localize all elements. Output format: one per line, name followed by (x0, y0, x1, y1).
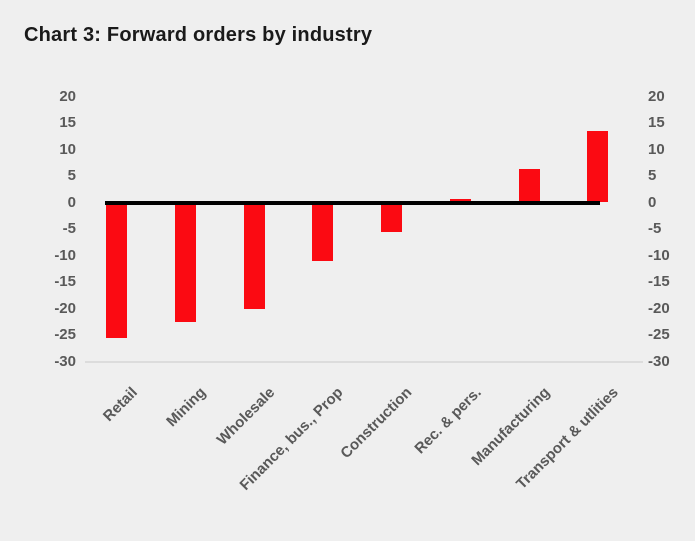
bar-wholesale (243, 202, 265, 309)
x-category-label-rec-pers: Rec. & pers. (410, 384, 485, 458)
x-category-label-construction: Construction (337, 384, 416, 463)
bar-finance-bus-prop (312, 202, 334, 261)
x-axis-baseline (85, 360, 643, 363)
zero-line (105, 200, 600, 205)
y-tick-label-left: -10 (54, 246, 76, 264)
bar-retail (106, 202, 127, 338)
x-category-label-retail: Retail (99, 384, 141, 425)
y-tick-label-left: -25 (54, 326, 76, 343)
y-tick-label-left: 20 (59, 87, 76, 105)
bar-mining (174, 202, 196, 322)
y-tick-label-right: 0 (648, 193, 657, 211)
x-category-label-mining: Mining (163, 384, 210, 431)
bar-transport-utlities (587, 130, 609, 203)
y-tick-label-left: -20 (54, 299, 76, 317)
y-tick-label-left: 0 (67, 193, 76, 211)
y-tick-label-right: 15 (648, 114, 665, 131)
x-category-label-wholesale: Wholesale (213, 384, 279, 449)
y-tick-label-left: 15 (59, 114, 76, 131)
y-tick-label-right: -15 (648, 273, 670, 290)
y-tick-label-left: -5 (62, 220, 76, 237)
y-tick-label-right: -10 (648, 246, 670, 264)
y-tick-label-right: -25 (648, 326, 670, 343)
y-tick-label-right: 10 (648, 140, 665, 158)
y-tick-label-right: -20 (648, 299, 670, 317)
y-tick-label-right: -5 (648, 220, 662, 237)
y-tick-label-right: 5 (648, 167, 657, 184)
bar-manufacturing (518, 169, 540, 203)
y-tick-label-right: 20 (648, 87, 665, 105)
chart-title: Chart 3: Forward orders by industry (24, 24, 373, 46)
y-tick-label-left: -15 (54, 273, 76, 290)
y-tick-label-left: -30 (54, 352, 76, 370)
bar-construction (381, 202, 402, 232)
y-tick-label-left: 5 (67, 167, 76, 184)
y-tick-label-right: -30 (648, 352, 670, 370)
y-tick-label-left: 10 (59, 140, 76, 158)
